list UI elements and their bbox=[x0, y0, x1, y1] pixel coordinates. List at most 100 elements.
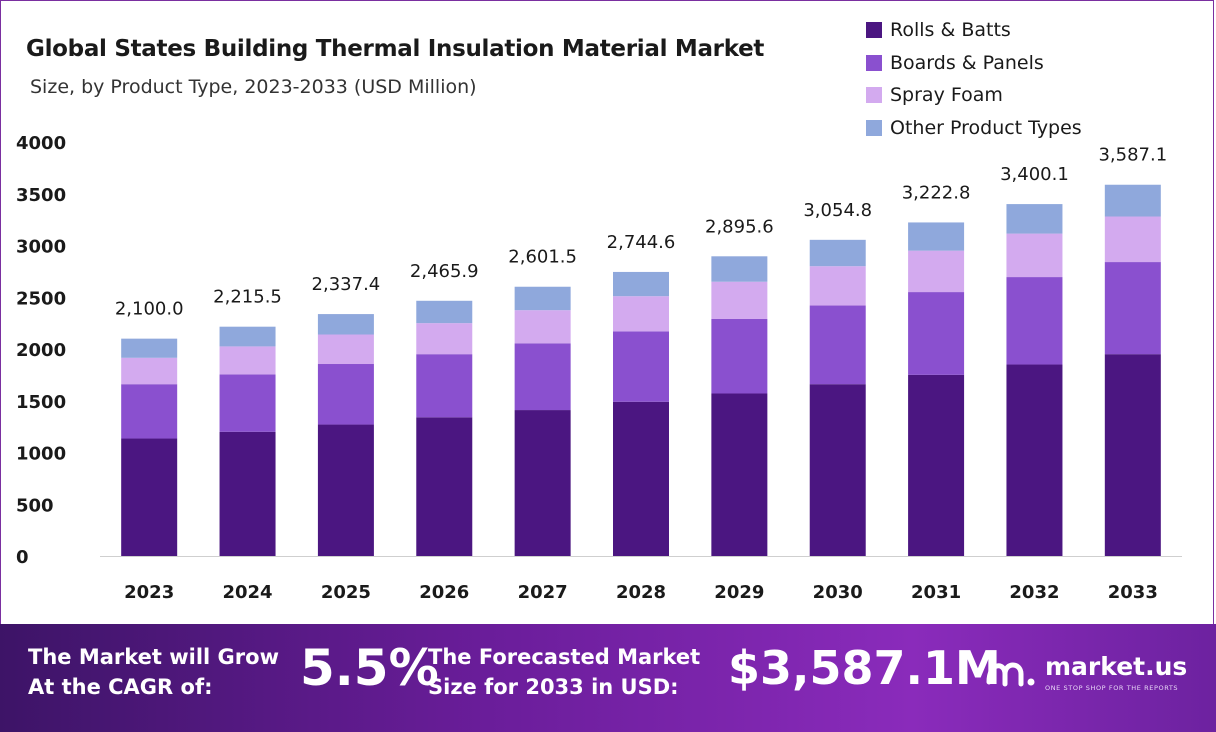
bar-segment bbox=[1006, 204, 1063, 234]
legend-swatch bbox=[866, 119, 882, 136]
x-tick-label: 2024 bbox=[222, 582, 272, 603]
total-value-label: 3,222.8 bbox=[902, 182, 971, 203]
bar-segment bbox=[908, 374, 965, 556]
bar-segment bbox=[1006, 364, 1063, 556]
y-tick-label: 3000 bbox=[16, 237, 66, 258]
bar-segment bbox=[121, 338, 178, 358]
market-size-value: $3,587.1M bbox=[728, 641, 1001, 695]
x-tick-label: 2029 bbox=[714, 582, 764, 603]
bar-segment bbox=[219, 346, 276, 375]
footer-banner: The Market will Grow At the CAGR of: 5.5… bbox=[0, 624, 1216, 732]
bar-segment bbox=[711, 281, 768, 319]
legend-item: Other Product Types bbox=[866, 112, 1082, 145]
brand-name: market.us bbox=[1045, 652, 1188, 681]
bar-segment bbox=[121, 438, 178, 556]
bar-segment bbox=[219, 374, 276, 432]
brand-tagline: ONE STOP SHOP FOR THE REPORTS bbox=[1045, 684, 1179, 692]
bar-segment bbox=[613, 271, 669, 297]
bar-segment bbox=[1104, 184, 1161, 217]
legend-label: Boards & Panels bbox=[890, 51, 1044, 74]
brand-logo[interactable]: market.us ONE STOP SHOP FOR THE REPORTS bbox=[985, 648, 1205, 708]
bar-segment bbox=[809, 305, 866, 385]
bar-segment bbox=[809, 384, 866, 556]
market-size-label: The Forecasted Market Size for 2033 in U… bbox=[428, 645, 701, 699]
bar-segment bbox=[317, 364, 374, 425]
bar-segment bbox=[514, 343, 571, 411]
y-tick-label: 4000 bbox=[16, 133, 66, 154]
bar-segment bbox=[908, 292, 965, 375]
legend-item: Boards & Panels bbox=[866, 47, 1082, 80]
y-tick-label: 500 bbox=[16, 495, 54, 516]
total-value-label: 2,601.5 bbox=[508, 247, 577, 268]
bar-segment bbox=[613, 296, 669, 332]
bar-segment bbox=[1104, 216, 1161, 263]
total-value-label: 3,400.1 bbox=[1000, 164, 1069, 185]
bar-segment bbox=[416, 417, 473, 556]
stacked-bar-chart: 0 500 1000 1500 2000 2500 3000 3500 4000 2,100.0 2… bbox=[16, 133, 1182, 603]
x-tick-label: 2026 bbox=[419, 582, 469, 603]
legend: Rolls & Batts Boards & Panels Spray Foam Ot… bbox=[866, 14, 1082, 144]
total-value-label: 2,465.9 bbox=[410, 261, 479, 282]
chart-title: Global States Building Thermal Insulatio… bbox=[26, 36, 765, 62]
legend-label: Spray Foam bbox=[890, 84, 1003, 107]
bar-segment bbox=[809, 239, 866, 267]
bar-segment bbox=[219, 431, 276, 556]
total-value-label: 3,587.1 bbox=[1098, 145, 1167, 166]
market-us-logo-icon bbox=[986, 662, 1035, 687]
bar-segment bbox=[317, 424, 374, 556]
bar-segment bbox=[416, 300, 473, 324]
bar-segment bbox=[908, 250, 965, 293]
bar-segment bbox=[613, 401, 669, 556]
bar-segment bbox=[121, 357, 178, 385]
bar-segment bbox=[514, 310, 571, 344]
legend-swatch bbox=[866, 22, 882, 39]
x-tick-label: 2033 bbox=[1108, 582, 1158, 603]
bar-segment bbox=[711, 256, 768, 282]
bar-segment bbox=[317, 314, 374, 335]
bar-segment bbox=[121, 384, 178, 439]
bar-segment bbox=[613, 331, 669, 402]
chart-subtitle: Size, by Product Type, 2023-2033 (USD Mi… bbox=[30, 76, 477, 98]
y-tick-label: 3500 bbox=[16, 185, 66, 206]
bar-segment bbox=[1006, 277, 1063, 365]
bar-segment bbox=[1104, 354, 1161, 556]
y-tick-label: 1000 bbox=[16, 444, 66, 465]
cagr-label: The Market will Grow At the CAGR of: bbox=[28, 645, 279, 699]
legend-item: Rolls & Batts bbox=[866, 14, 1082, 47]
y-tick-label: 2500 bbox=[16, 288, 66, 309]
total-value-label: 2,215.5 bbox=[213, 287, 282, 308]
total-value-label: 2,100.0 bbox=[115, 299, 184, 320]
cagr-value: 5.5% bbox=[300, 639, 439, 697]
x-tick-label: 2025 bbox=[321, 582, 371, 603]
legend-item: Spray Foam bbox=[866, 79, 1082, 112]
x-tick-label: 2032 bbox=[1009, 582, 1059, 603]
bar-segment bbox=[514, 286, 571, 311]
total-value-label: 3,054.8 bbox=[803, 200, 872, 221]
bar-segment bbox=[1104, 262, 1161, 355]
legend-swatch bbox=[866, 54, 882, 71]
x-tick-label: 2031 bbox=[911, 582, 961, 603]
bar-segment bbox=[711, 393, 768, 556]
bar-segment bbox=[908, 222, 965, 251]
total-value-label: 2,337.4 bbox=[312, 274, 381, 295]
total-value-label: 2,895.6 bbox=[705, 216, 774, 237]
bar-segment bbox=[809, 266, 866, 306]
y-tick-label: 2000 bbox=[16, 340, 66, 361]
total-value-label: 2,744.6 bbox=[607, 232, 676, 253]
bar-segment bbox=[1006, 233, 1063, 278]
bar-segment bbox=[416, 354, 473, 418]
bar-segment bbox=[711, 318, 768, 394]
bar-segment bbox=[317, 334, 374, 365]
x-tick-label: 2027 bbox=[518, 582, 568, 603]
legend-label: Other Product Types bbox=[890, 116, 1082, 139]
y-tick-label: 1500 bbox=[16, 392, 66, 413]
bar-segment bbox=[416, 323, 473, 355]
bar-segment bbox=[219, 326, 276, 347]
x-tick-label: 2030 bbox=[813, 582, 863, 603]
x-tick-label: 2028 bbox=[616, 582, 666, 603]
x-tick-label: 2023 bbox=[124, 582, 174, 603]
bar-segment bbox=[514, 410, 571, 556]
y-tick-label: 0 bbox=[16, 547, 29, 568]
legend-label: Rolls & Batts bbox=[890, 19, 1011, 42]
legend-swatch bbox=[866, 87, 882, 104]
